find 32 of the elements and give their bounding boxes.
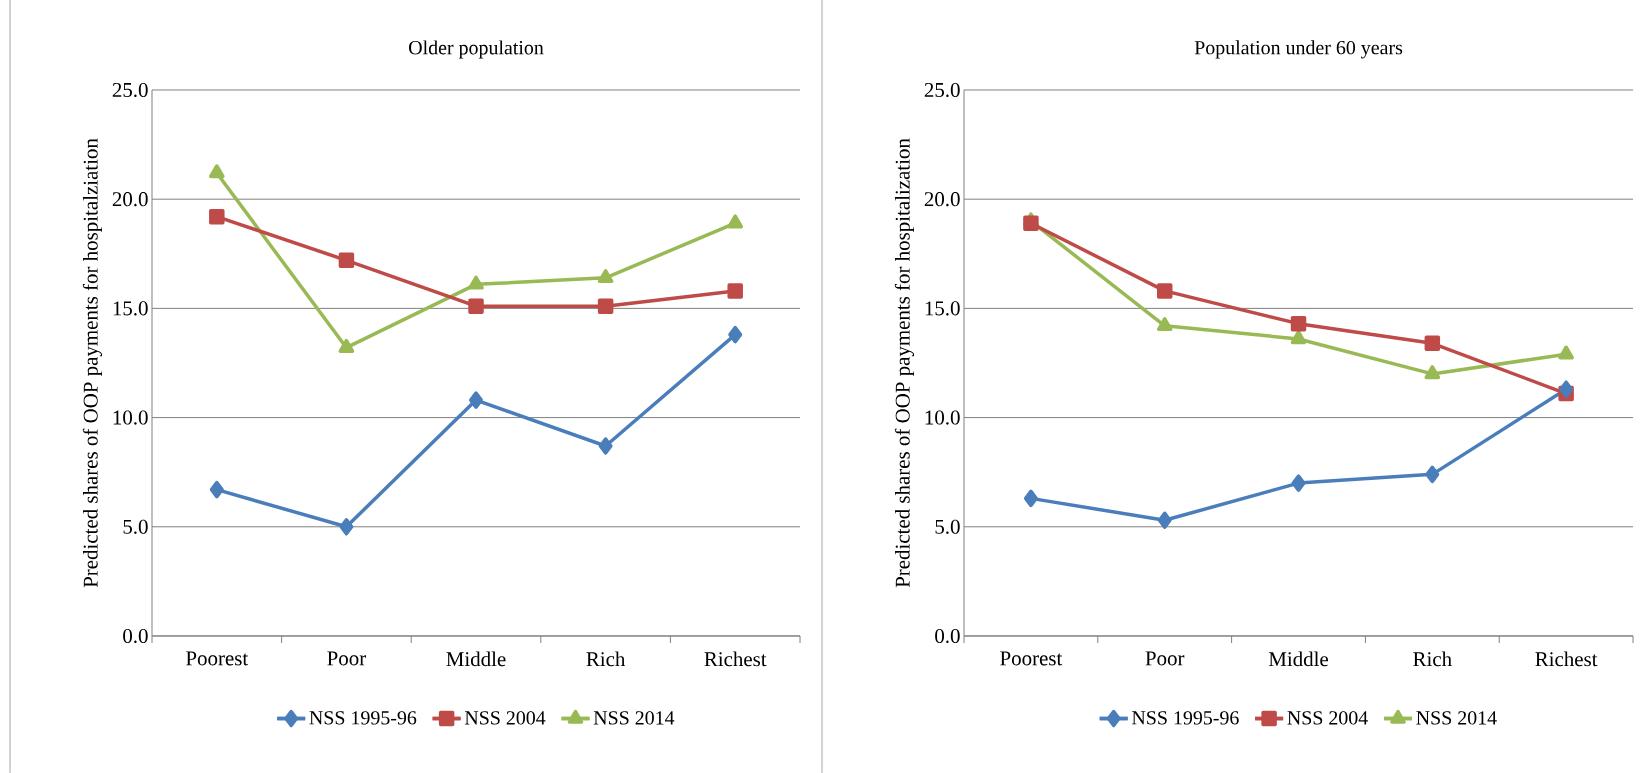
y-tick-label: 20.0	[924, 192, 960, 207]
legend-label: NSS 2014	[593, 711, 675, 725]
y-axis-title: Predicted shares of OOP payments for hospitalization	[894, 138, 915, 588]
y-tick-label: 15.0	[113, 301, 148, 316]
legend-label: NSS 2014	[1416, 711, 1497, 725]
x-tick-label: Richest	[704, 651, 767, 667]
y-tick-label: 5.0	[935, 519, 960, 534]
legend-label: NSS 2004	[1287, 711, 1368, 725]
x-tick-label: Middle	[1268, 651, 1329, 667]
chart-title: Population under 60 years	[1194, 40, 1403, 59]
y-tick-label: 10.0	[113, 410, 148, 425]
y-tick-label: 25.0	[924, 82, 960, 98]
x-tick-label: Rich	[1413, 651, 1452, 667]
legend-label: NSS 1995-96	[309, 711, 417, 725]
y-tick-label: 10.0	[925, 410, 960, 425]
x-tick-label: Rich	[586, 651, 626, 667]
x-tick-label: Richest	[1535, 651, 1598, 667]
x-tick-label: Poorest	[1000, 651, 1063, 666]
x-tick-label: Poor	[327, 651, 366, 666]
chart-title: Older population	[409, 40, 544, 59]
y-tick-label: 5.0	[123, 519, 148, 534]
y-tick-label: 15.0	[925, 301, 960, 316]
y-tick-label: 20.0	[112, 192, 148, 207]
y-tick-label: 0.0	[935, 628, 960, 644]
y-tick-label: 25.0	[112, 82, 148, 98]
x-tick-label: Poorest	[186, 651, 249, 666]
legend-label: NSS 2004	[464, 711, 546, 725]
y-tick-label: 0.0	[123, 628, 148, 644]
legend-label: NSS 1995-96	[1132, 711, 1239, 725]
y-axis-title: Predicted shares of OOP payments for hospitalziation	[82, 138, 103, 588]
x-tick-label: Middle	[446, 651, 506, 667]
x-tick-label: Poor	[1145, 651, 1185, 666]
